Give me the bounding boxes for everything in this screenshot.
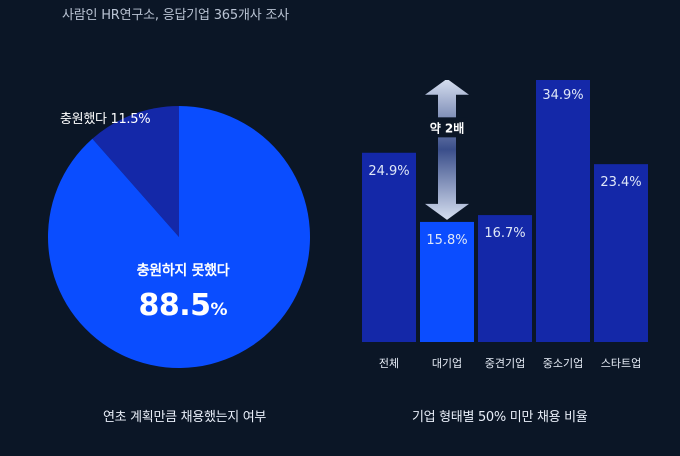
pie-label-unfilled: 충원하지 못했다	[136, 263, 230, 279]
bar-value-label-1: 15.8%	[426, 233, 467, 248]
pie-value-number: 88.5	[138, 288, 211, 323]
bar-value-label-3: 34.9%	[542, 88, 583, 103]
pie-slice-not-filled	[48, 106, 310, 368]
bar-2	[478, 215, 532, 342]
bar-value-label-0: 24.9%	[368, 164, 409, 179]
category-label-3: 중소기업	[543, 357, 583, 370]
annotation-label: 약 2배	[430, 120, 465, 135]
pie-slice-filled	[92, 106, 179, 237]
bar-1	[420, 221, 474, 342]
bar-4	[594, 164, 648, 342]
pie-caption: 연초 계획만큼 채용했는지 여부	[103, 410, 267, 425]
pie-label-filled: 충원했다 11.5%	[60, 108, 151, 127]
pie-label-filled-value: 11.5%	[110, 112, 151, 127]
pie-label-filled-text: 충원했다	[60, 112, 107, 127]
bar-caption: 기업 형태별 50% 미만 채용 비율	[412, 410, 588, 425]
pie-value-unit: %	[210, 300, 228, 320]
pie-value-unfilled: 88.5%	[108, 288, 258, 323]
category-label-2: 중견기업	[485, 357, 525, 370]
category-label-1: 대기업	[432, 357, 462, 370]
source-note: 사람인 HR연구소, 응답기업 365개사 조사	[62, 8, 289, 23]
category-label-4: 스타트업	[601, 357, 641, 370]
pie-chart	[48, 106, 310, 368]
bar-3	[536, 80, 590, 342]
bar-value-label-4: 23.4%	[600, 175, 641, 190]
double-arrow-icon	[425, 80, 469, 220]
bar-value-label-2: 16.7%	[484, 226, 525, 241]
annotation-label-bg	[426, 117, 468, 138]
bar-0	[362, 152, 416, 342]
pie-svg	[48, 106, 310, 368]
category-label-0: 전체	[379, 357, 399, 370]
bar-chart: 24.9% 전체 15.8% 대기업 16.7% 중견기업 34.9% 중소기업 23.4% 스타…	[362, 80, 648, 370]
